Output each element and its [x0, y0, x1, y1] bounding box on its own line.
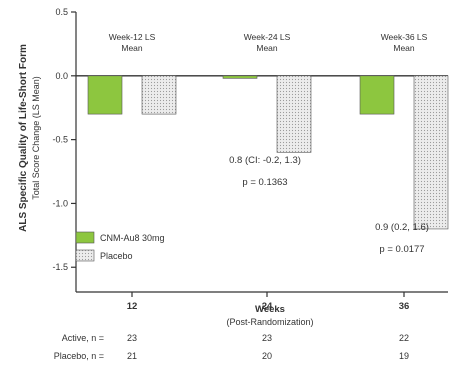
legend-swatch-active [75, 231, 95, 244]
y-tick-label: 0.0 [55, 71, 68, 81]
x-tick-label: 24 [262, 301, 273, 312]
n-table: Active, n = 23 23 22 Placebo, n = 21 20 19 [54, 333, 409, 361]
n-row-label: Placebo, n = [54, 351, 104, 361]
bar-active [87, 75, 123, 115]
category-header-line: Week-36 LS [381, 32, 428, 42]
legend-swatch-placebo [75, 249, 95, 262]
bar-placebo [276, 75, 312, 153]
bars-group [87, 75, 449, 230]
legend: CNM-Au8 30mg Placebo [75, 231, 165, 262]
n-cell: 20 [262, 351, 272, 361]
legend-label-active: CNM-Au8 30mg [100, 233, 165, 243]
x-axis-title-group: Weeks (Post-Randomization) [226, 304, 313, 327]
x-axis-subtitle: (Post-Randomization) [226, 317, 313, 327]
annotation-line: p = 0.1363 [242, 177, 287, 188]
bar-active [359, 75, 395, 115]
y-axis: 0.5 0.0 -0.5 -1.0 -1.5 [52, 7, 77, 292]
bar-active [222, 75, 258, 79]
x-axis-title: Weeks [255, 304, 285, 315]
bar-placebo [413, 75, 449, 230]
category-header-line: Week-12 LS [109, 32, 156, 42]
category-header-line: Mean [256, 43, 278, 53]
category-header-line: Mean [393, 43, 415, 53]
n-cell: 19 [399, 351, 409, 361]
annotation-line: 0.8 (CI: -0.2, 1.3) [229, 155, 301, 166]
annotations-group: 0.8 (CI: -0.2, 1.3) p = 0.1363 0.9 (0.2, 1… [229, 155, 429, 255]
y-axis-title-group: ALS Specific Quality of Life-Short Form … [18, 44, 41, 232]
n-row-label: Active, n = [62, 333, 104, 343]
annotation-line: p = 0.0177 [379, 244, 424, 255]
category-header-line: Mean [121, 43, 143, 53]
y-axis-subtitle: Total Score Change (LS Mean) [31, 76, 41, 200]
n-cell: 23 [262, 333, 272, 343]
n-cell: 21 [127, 351, 137, 361]
y-tick-label: -0.5 [52, 135, 68, 145]
n-cell: 23 [127, 333, 137, 343]
y-axis-title: ALS Specific Quality of Life-Short Form [18, 44, 29, 232]
annotation-line: 0.9 (0.2, 1.6) [375, 222, 429, 233]
x-tick-label: 36 [399, 301, 410, 312]
legend-label-placebo: Placebo [100, 251, 133, 261]
n-cell: 22 [399, 333, 409, 343]
y-tick-label: -1.5 [52, 262, 68, 272]
x-tick-label: 12 [127, 301, 138, 312]
y-tick-label: -1.0 [52, 198, 68, 208]
bar-placebo [141, 75, 177, 115]
category-header-line: Week-24 LS [244, 32, 291, 42]
y-tick-label: 0.5 [55, 7, 68, 17]
